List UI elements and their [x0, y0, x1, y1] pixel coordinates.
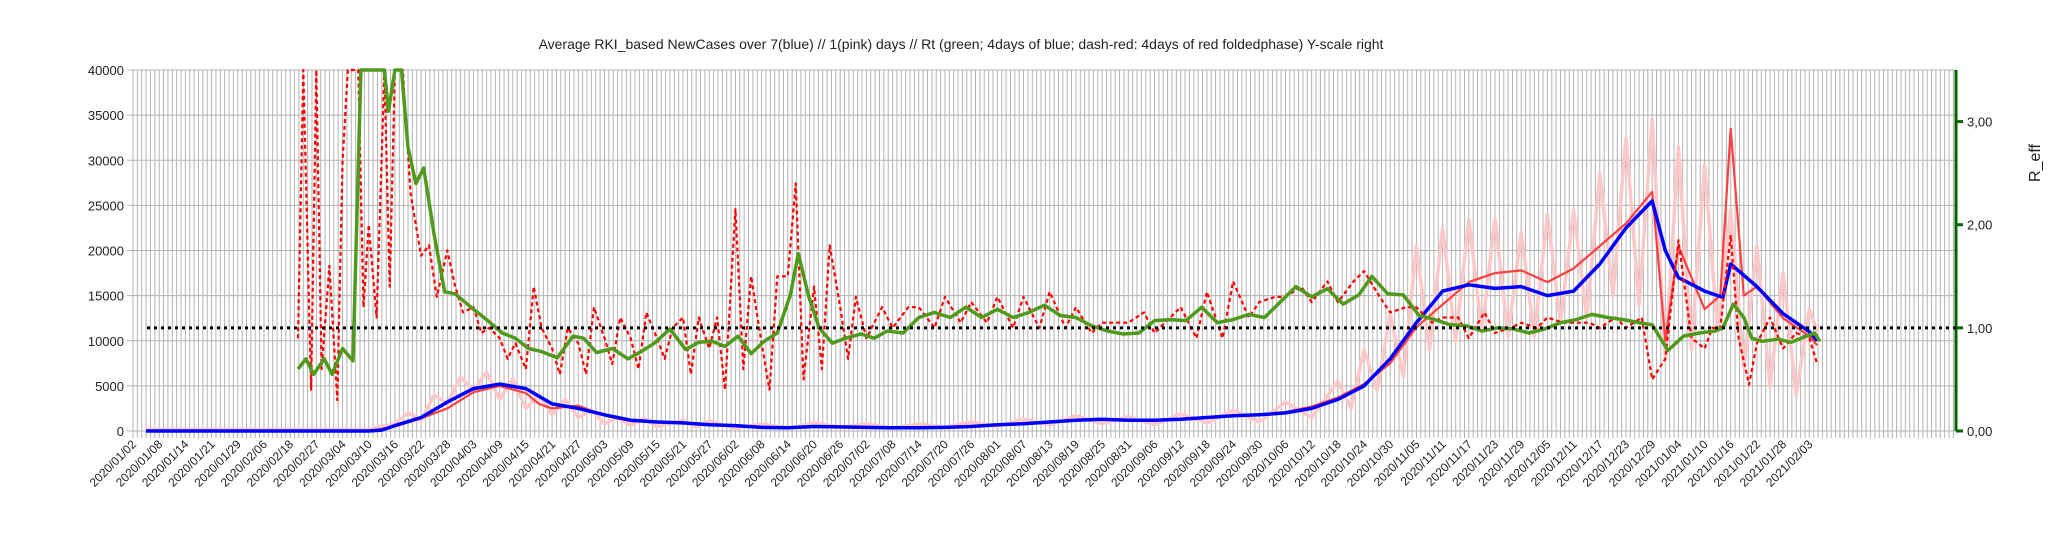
series-line-green	[296, 68, 1822, 377]
series-line-blue	[146, 199, 1819, 433]
y-tick-label: 10000	[88, 334, 124, 349]
y2-tick-label: 2,00	[1967, 218, 1992, 233]
y-axis-left: 0 5000 10000 15000 20000 25000 30000 35000 40000	[88, 63, 124, 439]
y2-axis-label: R_eff	[2027, 143, 2044, 182]
y-axis-right: 0,00 1,00 2,00 3,00	[1956, 115, 1992, 439]
y-tick-label: 35000	[88, 108, 124, 123]
series-group	[146, 68, 1822, 433]
chart-title: Average RKI_based NewCases over 7(blue) …	[539, 36, 1384, 52]
y-tick-label: 0	[117, 424, 124, 439]
y-tick-label: 30000	[88, 153, 124, 168]
y2-tick-label: 0,00	[1967, 424, 1992, 439]
series-line-pink	[146, 117, 1819, 431]
y-tick-label: 5000	[95, 379, 124, 394]
y2-tick-label: 1,00	[1967, 321, 1992, 336]
y-tick-label: 25000	[88, 198, 124, 213]
x-axis: 2020/01/022020/01/082020/01/142020/01/21…	[87, 437, 1816, 490]
y-tick-label: 15000	[88, 289, 124, 304]
y-tick-label: 40000	[88, 63, 124, 78]
grid	[127, 69, 1956, 438]
y2-tick-label: 3,00	[1967, 115, 1992, 130]
y-tick-label: 20000	[88, 244, 124, 259]
